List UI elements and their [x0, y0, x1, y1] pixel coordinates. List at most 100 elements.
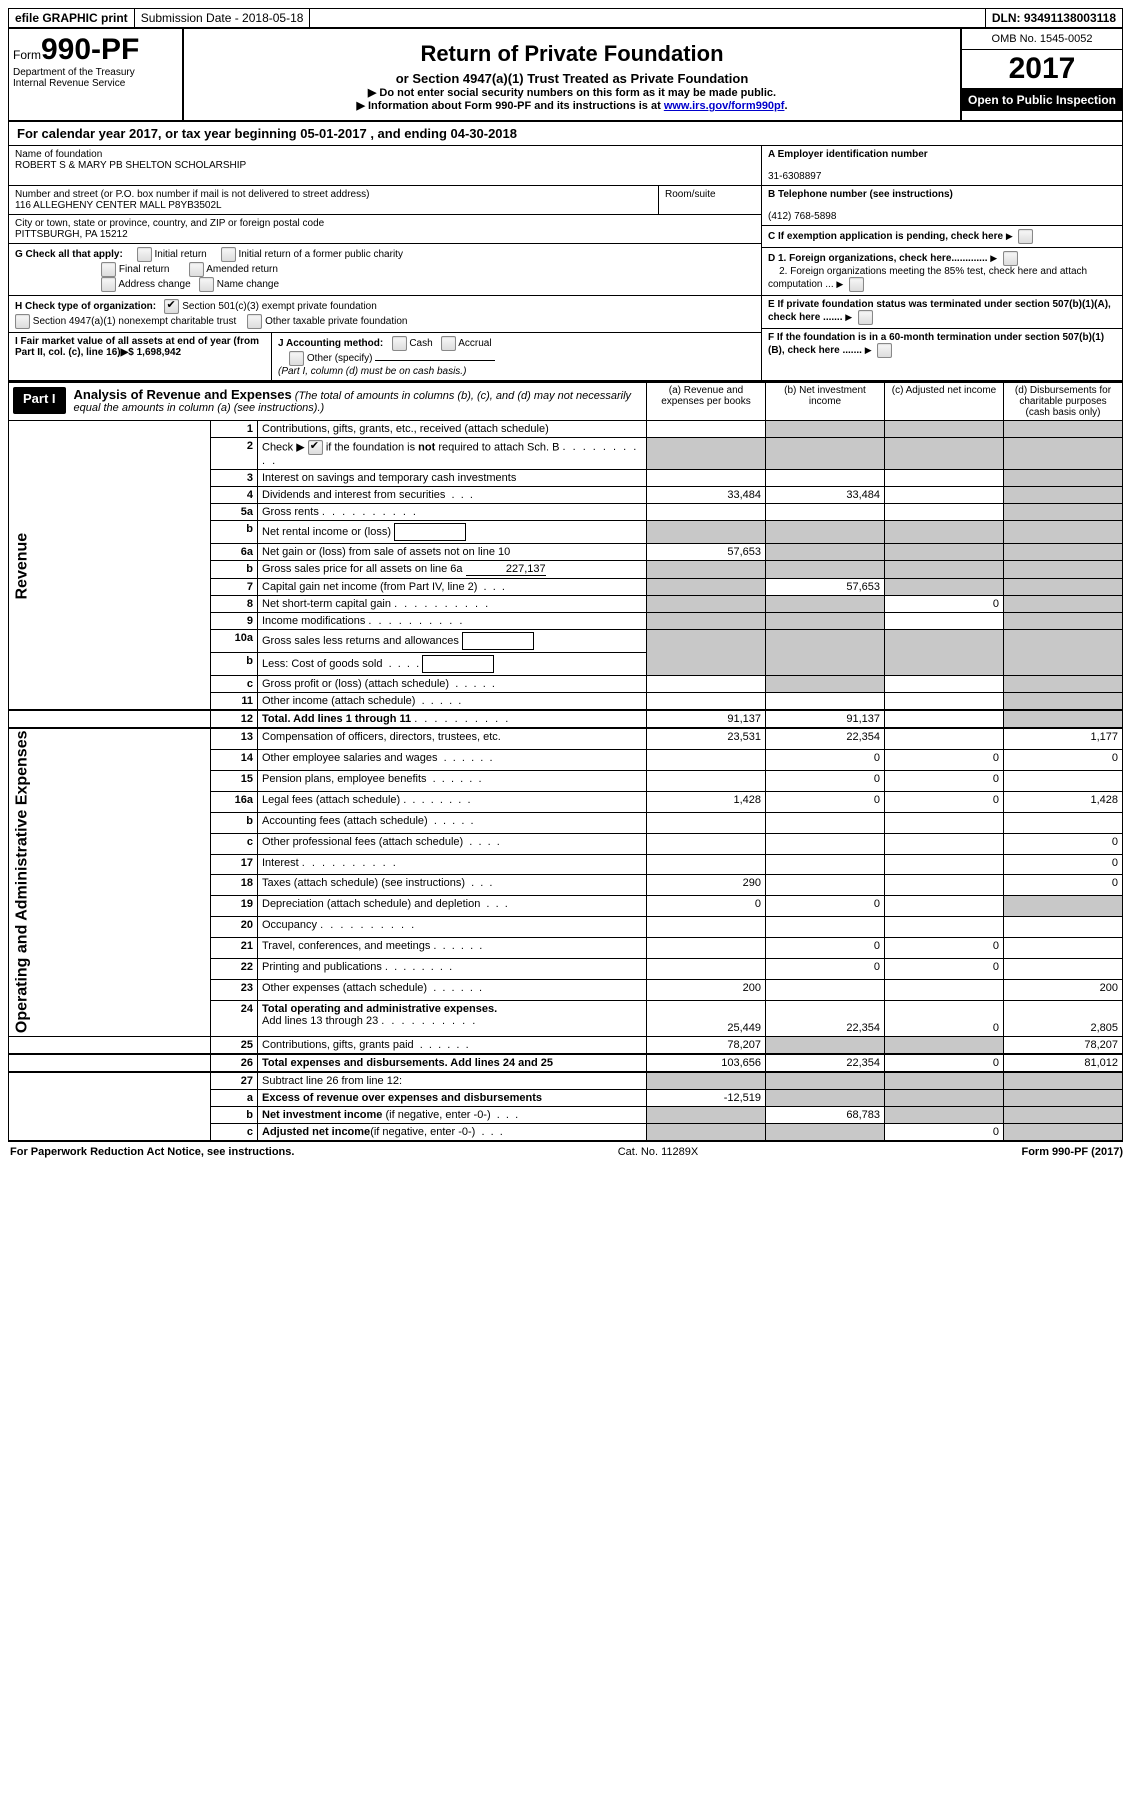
h-label: H Check type of organization: [15, 301, 156, 312]
line-num: 19 [211, 896, 258, 917]
d: Net short-term capital gain [262, 598, 391, 610]
val-b [766, 1036, 885, 1054]
inline-box[interactable] [422, 655, 494, 673]
val-a [647, 1072, 766, 1090]
val-c [885, 676, 1004, 693]
checkbox-address-change[interactable] [101, 277, 116, 292]
val-c [885, 979, 1004, 1000]
val-c [885, 579, 1004, 596]
val-b [766, 693, 885, 711]
line-num: 13 [211, 728, 258, 750]
val-d: 200 [1004, 979, 1123, 1000]
table-row: 12 Total. Add lines 1 through 11 91,1379… [9, 710, 1122, 728]
d: Gross profit or (loss) (attach schedule) [262, 678, 449, 690]
checkbox-4947[interactable] [15, 314, 30, 329]
checkbox-507b1b[interactable] [877, 343, 892, 358]
val-b: 0 [766, 791, 885, 812]
checkbox-exemption-pending[interactable] [1018, 229, 1033, 244]
val-a [647, 504, 766, 521]
val-d [1004, 561, 1123, 579]
d: Travel, conferences, and meetings [262, 940, 430, 952]
val-c [885, 710, 1004, 728]
line-desc: Other professional fees (attach schedule… [258, 833, 647, 854]
col-b-header: (b) Net investment income [766, 383, 885, 421]
val-c: 0 [885, 791, 1004, 812]
checkbox-final-return[interactable] [101, 262, 116, 277]
val-c: 0 [885, 770, 1004, 791]
arrow-icon [865, 345, 872, 356]
val-d: 0 [1004, 854, 1123, 875]
h-501c3: Section 501(c)(3) exempt private foundat… [182, 301, 377, 312]
val-b [766, 544, 885, 561]
val-a [647, 1106, 766, 1123]
val-c: 0 [885, 1054, 1004, 1072]
section-d: D 1. Foreign organizations, check here..… [762, 248, 1122, 296]
val-a: 91,137 [647, 710, 766, 728]
val-c [885, 833, 1004, 854]
address: 116 ALLEGHENY CENTER MALL P8YB3502L [15, 200, 652, 211]
val-d [1004, 896, 1123, 917]
val-b [766, 875, 885, 896]
d: Taxes (attach schedule) (see instruction… [262, 877, 465, 889]
checkbox-other-taxable[interactable] [247, 314, 262, 329]
header-center: Return of Private Foundation or Section … [184, 29, 960, 120]
val-b [766, 979, 885, 1000]
inline-box[interactable] [462, 632, 534, 650]
checkbox-507b1a[interactable] [858, 310, 873, 325]
val-a: 33,484 [647, 487, 766, 504]
checkbox-name-change[interactable] [199, 277, 214, 292]
val-a: 78,207 [647, 1036, 766, 1054]
val-d [1004, 1123, 1123, 1140]
checkbox-initial-former[interactable] [221, 247, 236, 262]
instructions-link[interactable]: www.irs.gov/form990pf [664, 100, 785, 112]
d: Net rental income or (loss) [262, 526, 391, 538]
g-initial: Initial return [155, 249, 207, 260]
inline-box[interactable] [394, 523, 466, 541]
checkbox-cash[interactable] [392, 336, 407, 351]
header-right: OMB No. 1545-0052 2017 Open to Public In… [960, 29, 1122, 120]
dept-treasury: Department of the Treasury [13, 67, 178, 78]
other-specify-field[interactable] [375, 360, 495, 361]
checkbox-amended[interactable] [189, 262, 204, 277]
checkbox-initial-return[interactable] [137, 247, 152, 262]
footer-right: Form 990-PF (2017) [1021, 1146, 1123, 1158]
line-num: 20 [211, 917, 258, 938]
val-d: 0 [1004, 833, 1123, 854]
identity-section: Name of foundation ROBERT S & MARY PB SH… [9, 146, 1122, 382]
table-row: 27 Subtract line 26 from line 12: [9, 1072, 1122, 1090]
line-desc: Contributions, gifts, grants, etc., rece… [258, 421, 647, 438]
form-no-big: 990-PF [41, 33, 139, 66]
val-d [1004, 812, 1123, 833]
line-desc: Net short-term capital gain [258, 596, 647, 613]
val-b: 0 [766, 896, 885, 917]
line-desc: Other employee salaries and wages . . . … [258, 750, 647, 771]
line-desc: Capital gain net income (from Part IV, l… [258, 579, 647, 596]
gross-sales-value: 227,137 [466, 563, 546, 576]
val-b [766, 438, 885, 470]
spacer [9, 1054, 211, 1072]
line-desc: Printing and publications . . . . . . . … [258, 959, 647, 980]
line-desc: Interest [258, 854, 647, 875]
val-a [647, 959, 766, 980]
d: Accounting fees (attach schedule) [262, 815, 428, 827]
checkbox-accrual[interactable] [441, 336, 456, 351]
checkbox-sch-b[interactable] [308, 440, 323, 455]
val-b: 0 [766, 959, 885, 980]
spacer [9, 1036, 211, 1054]
checkbox-501c3[interactable] [164, 299, 179, 314]
d: Total. Add lines 1 through 11 [262, 713, 411, 725]
table-row: Revenue 1 Contributions, gifts, grants, … [9, 421, 1122, 438]
val-d [1004, 613, 1123, 630]
val-a [647, 693, 766, 711]
j-accrual: Accrual [458, 338, 491, 349]
e-label: E If private foundation status was termi… [768, 299, 1111, 323]
val-b: 22,354 [766, 1000, 885, 1036]
checkbox-85pct[interactable] [849, 277, 864, 292]
arrow-icon [990, 253, 997, 264]
room-label: Room/suite [665, 189, 755, 200]
foundation-name: ROBERT S & MARY PB SHELTON SCHOLARSHIP [15, 160, 755, 171]
checkbox-foreign-org[interactable] [1003, 251, 1018, 266]
checkbox-other-accounting[interactable] [289, 351, 304, 366]
g-label: G Check all that apply: [15, 249, 123, 260]
line-num: 2 [211, 438, 258, 470]
